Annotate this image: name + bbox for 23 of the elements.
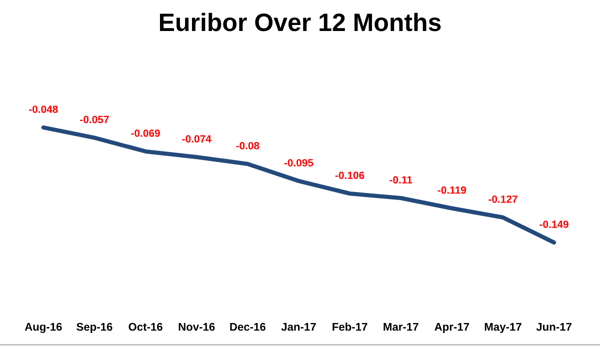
data-label: -0.127 [488, 196, 518, 203]
x-tick-label: Feb-17 [332, 322, 368, 331]
x-tick-label: Dec-16 [230, 322, 266, 331]
chart-title: Euribor Over 12 Months [160, 12, 441, 32]
x-tick-label: Jan-17 [281, 323, 316, 331]
x-tick-label: Jun-17 [536, 323, 572, 331]
data-label: -0.057 [80, 116, 109, 124]
data-label: -0.095 [284, 159, 314, 166]
data-label: -0.119 [438, 186, 466, 194]
data-label: -0.106 [335, 172, 364, 179]
data-label: -0.069 [131, 129, 160, 137]
x-tick-label: May-17 [484, 323, 522, 333]
data-label: -0.074 [182, 135, 212, 143]
data-label: -0.048 [29, 106, 58, 113]
data-label: -0.149 [540, 220, 568, 228]
x-tick-label: Apr-17 [434, 323, 470, 333]
x-tick-label: Aug-16 [24, 322, 62, 333]
x-tick-label: Mar-17 [384, 323, 418, 331]
x-tick-label: Oct-16 [128, 322, 162, 331]
data-label: -0.08 [236, 142, 260, 150]
data-label: -0.11 [390, 176, 412, 184]
x-tick-label: Nov-16 [178, 322, 215, 331]
x-tick-label: Sep-16 [76, 322, 112, 333]
